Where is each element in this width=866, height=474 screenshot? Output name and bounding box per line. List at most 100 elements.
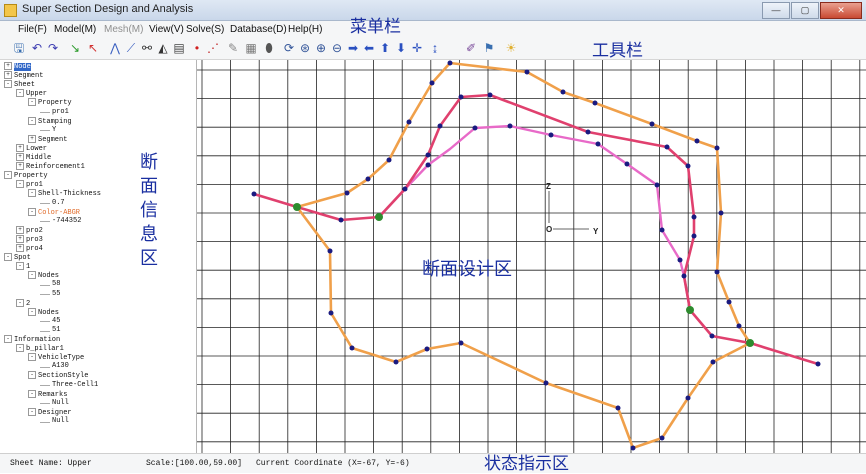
arrow-green-icon[interactable]: ↘ bbox=[69, 41, 81, 55]
sun-icon[interactable]: ☀ bbox=[505, 41, 517, 55]
collapse-icon[interactable]: - bbox=[16, 298, 24, 307]
collapse-icon[interactable]: - bbox=[28, 407, 36, 416]
tree-node[interactable]: - SectionStyle bbox=[28, 371, 88, 380]
tree-node[interactable]: - Property bbox=[4, 171, 48, 180]
menu-mesh[interactable]: Mesh(M) bbox=[104, 24, 144, 35]
tree-node[interactable]: - VehicleType bbox=[28, 353, 84, 362]
collapse-icon[interactable]: - bbox=[4, 335, 12, 343]
menu-view[interactable]: View(V) bbox=[149, 24, 184, 35]
tree-node[interactable]: + Reinforcement1 bbox=[16, 162, 85, 171]
tree-node[interactable]: - Stamping bbox=[28, 116, 72, 126]
tree-node[interactable]: - Remarks bbox=[28, 389, 67, 399]
pan-right-icon[interactable]: ➡ bbox=[347, 41, 359, 55]
tree-node[interactable]: 55 bbox=[40, 290, 60, 299]
node-link-icon[interactable]: ⚯ bbox=[141, 41, 153, 55]
expand-icon[interactable]: + bbox=[16, 143, 24, 152]
mirror-icon[interactable]: ◭ bbox=[158, 41, 168, 55]
menu-database[interactable]: Database(D) bbox=[230, 24, 287, 35]
tree-node[interactable]: -1 bbox=[16, 262, 30, 271]
tree-node[interactable]: Null bbox=[40, 399, 69, 408]
collapse-icon[interactable]: - bbox=[28, 207, 36, 216]
tree-node[interactable]: - pro1 bbox=[16, 180, 43, 189]
tree-node[interactable]: Y bbox=[40, 126, 56, 135]
tree-node[interactable]: 51 bbox=[40, 326, 60, 335]
tree-node[interactable]: - Information bbox=[4, 335, 60, 344]
tree-node[interactable]: 45 bbox=[40, 317, 60, 326]
zoom-fit-icon[interactable]: ⊛ bbox=[299, 41, 311, 55]
expand-icon[interactable]: + bbox=[4, 71, 12, 80]
arrow-red-icon[interactable]: ↖ bbox=[87, 41, 99, 55]
tree-node[interactable]: -2 bbox=[16, 298, 30, 308]
layer-icon[interactable]: ▤ bbox=[173, 41, 185, 55]
collapse-icon[interactable]: - bbox=[28, 271, 36, 280]
brush-icon[interactable]: ✐ bbox=[465, 41, 477, 55]
zoom-out-icon[interactable]: ⊖ bbox=[331, 41, 343, 55]
menu-file[interactable]: File(F) bbox=[18, 24, 47, 35]
expand-icon[interactable]: + bbox=[16, 153, 24, 161]
dash-line-icon[interactable]: ⋰ bbox=[207, 41, 219, 55]
collapse-icon[interactable]: - bbox=[16, 344, 24, 353]
tree-node[interactable]: + Segment bbox=[28, 134, 67, 144]
pan-left-icon[interactable]: ⬅ bbox=[363, 41, 375, 55]
zoom-in-icon[interactable]: ⊕ bbox=[315, 41, 327, 55]
tree-node[interactable]: + Lower bbox=[16, 143, 47, 153]
collapse-icon[interactable]: - bbox=[28, 307, 36, 316]
tree-node[interactable]: 0.7 bbox=[40, 199, 65, 208]
design-svg[interactable]: Z Y O bbox=[197, 60, 866, 453]
collapse-icon[interactable]: - bbox=[28, 98, 36, 107]
tree-node[interactable]: Null bbox=[40, 417, 69, 426]
flag-icon[interactable]: ⚑ bbox=[483, 41, 495, 55]
expand-icon[interactable]: + bbox=[16, 234, 24, 243]
tree-node[interactable]: - Color-ABGR bbox=[28, 207, 80, 217]
pan-up-icon[interactable]: ⬆ bbox=[379, 41, 391, 55]
tree-node[interactable]: + Segment bbox=[4, 71, 43, 80]
collapse-icon[interactable]: - bbox=[4, 171, 12, 180]
menu-solve[interactable]: Solve(S) bbox=[186, 24, 225, 35]
undo-icon[interactable]: ↶ bbox=[31, 41, 43, 55]
tree-node[interactable]: - b_pillar1 bbox=[16, 344, 64, 353]
menu-model[interactable]: Model(M) bbox=[54, 24, 97, 35]
collapse-icon[interactable]: - bbox=[28, 353, 36, 362]
tree-node[interactable]: - Nodes bbox=[28, 307, 59, 317]
close-button[interactable]: ✕ bbox=[820, 2, 862, 19]
expand-icon[interactable]: + bbox=[16, 225, 24, 234]
tree-node[interactable]: - Sheet bbox=[4, 80, 35, 89]
tree-node[interactable]: - Nodes bbox=[28, 271, 59, 280]
redo-icon[interactable]: ↷ bbox=[47, 41, 59, 55]
tree-node[interactable]: + Node bbox=[4, 62, 31, 71]
maximize-button[interactable]: ▢ bbox=[791, 2, 819, 19]
expand-icon[interactable]: + bbox=[28, 134, 36, 143]
collapse-icon[interactable]: - bbox=[28, 389, 36, 398]
tree-node[interactable]: - Upper bbox=[16, 89, 47, 98]
collapse-icon[interactable]: - bbox=[28, 371, 36, 380]
collapse-icon[interactable]: - bbox=[4, 80, 12, 89]
line-icon[interactable]: ⟋ bbox=[126, 41, 136, 55]
tree-node[interactable]: pro1 bbox=[40, 108, 69, 117]
tree-node[interactable]: + pro4 bbox=[16, 244, 43, 253]
axis-icon[interactable]: ✛ bbox=[411, 41, 423, 55]
dim-icon[interactable]: ↨ bbox=[432, 41, 438, 55]
collapse-icon[interactable]: - bbox=[16, 262, 24, 271]
tree-node[interactable]: A130 bbox=[40, 362, 69, 371]
refresh-icon[interactable]: ⟳ bbox=[283, 41, 295, 55]
collapse-icon[interactable]: - bbox=[16, 89, 24, 98]
section-design-canvas[interactable]: Z Y O bbox=[197, 60, 866, 453]
tree-node[interactable]: - Designer bbox=[28, 407, 72, 417]
pin-icon[interactable]: ⬮ bbox=[265, 41, 273, 55]
expand-icon[interactable]: + bbox=[4, 62, 12, 70]
grid-icon[interactable]: ▦ bbox=[245, 41, 257, 55]
tree-node[interactable]: - Shell-Thickness bbox=[28, 189, 101, 198]
expand-icon[interactable]: + bbox=[16, 162, 24, 171]
tree-node[interactable]: + pro2 bbox=[16, 225, 43, 235]
tree-node[interactable]: + pro3 bbox=[16, 234, 43, 244]
collapse-icon[interactable]: - bbox=[4, 253, 12, 262]
tree-node[interactable]: Three-Cell1 bbox=[40, 381, 98, 390]
collapse-icon[interactable]: - bbox=[28, 189, 36, 198]
point-icon[interactable]: • bbox=[194, 41, 200, 55]
collapse-icon[interactable]: - bbox=[28, 116, 36, 125]
save-icon[interactable]: 🖫 bbox=[13, 41, 25, 55]
minimize-button[interactable]: — bbox=[762, 2, 790, 19]
expand-icon[interactable]: + bbox=[16, 244, 24, 252]
pen-icon[interactable]: ✎ bbox=[227, 41, 239, 55]
tree-node[interactable]: + Middle bbox=[16, 153, 51, 162]
